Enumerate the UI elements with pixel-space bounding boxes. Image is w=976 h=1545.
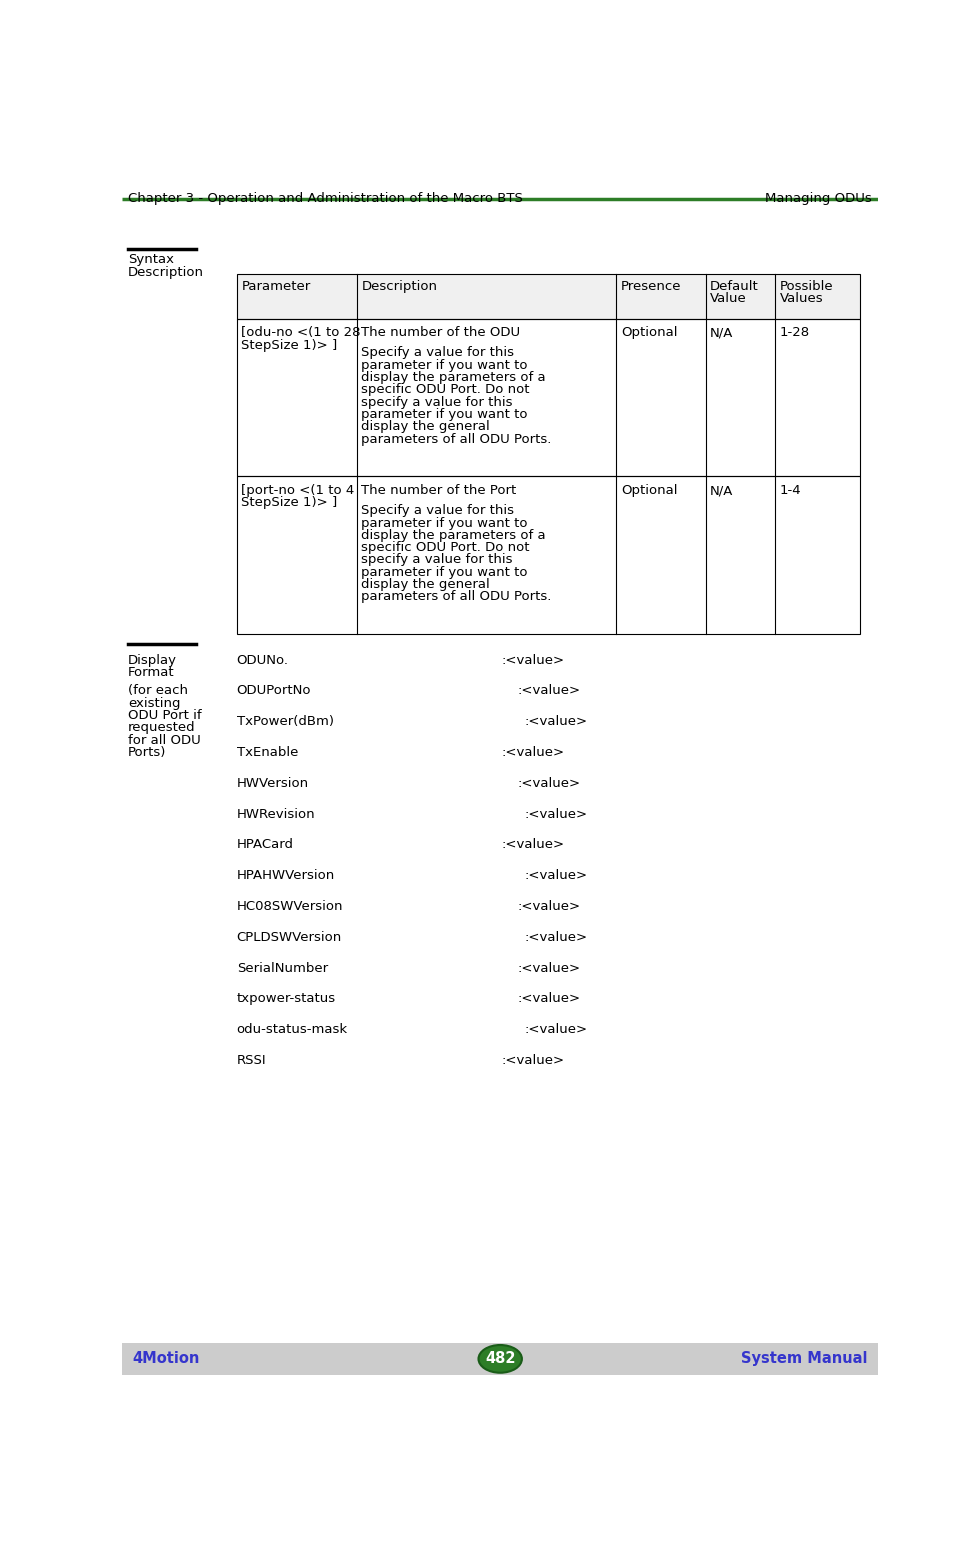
Text: Description: Description xyxy=(361,280,437,294)
Text: specify a value for this: specify a value for this xyxy=(361,553,513,567)
Text: HC08SWVersion: HC08SWVersion xyxy=(237,899,344,913)
Text: Managing ODUs: Managing ODUs xyxy=(765,192,873,204)
Text: Parameter: Parameter xyxy=(241,280,310,294)
Text: Format: Format xyxy=(128,666,175,678)
Text: HPAHWVersion: HPAHWVersion xyxy=(237,870,335,882)
Text: HPACard: HPACard xyxy=(237,839,294,851)
Text: :<value>: :<value> xyxy=(525,808,589,820)
Text: parameter if you want to: parameter if you want to xyxy=(361,516,528,530)
Text: parameter if you want to: parameter if you want to xyxy=(361,358,528,372)
Text: N/A: N/A xyxy=(711,484,734,497)
Text: ODUPortNo: ODUPortNo xyxy=(237,684,311,697)
Text: for all ODU: for all ODU xyxy=(128,734,201,746)
Text: TxEnable: TxEnable xyxy=(237,746,298,759)
Text: [odu-no <(1 to 28: [odu-no <(1 to 28 xyxy=(241,326,361,340)
Text: Value: Value xyxy=(711,292,747,306)
Text: CPLDSWVersion: CPLDSWVersion xyxy=(237,930,342,944)
Text: Optional: Optional xyxy=(621,326,677,340)
Text: display the general: display the general xyxy=(361,420,490,433)
Text: :<value>: :<value> xyxy=(517,899,581,913)
Bar xyxy=(237,476,860,635)
Text: Ports): Ports) xyxy=(128,746,167,759)
Text: display the parameters of a: display the parameters of a xyxy=(361,371,547,385)
Text: Specify a value for this: Specify a value for this xyxy=(361,346,514,360)
Text: :<value>: :<value> xyxy=(525,1023,589,1037)
Text: txpower-status: txpower-status xyxy=(237,992,336,1006)
Text: Default: Default xyxy=(711,280,759,294)
Text: 1-28: 1-28 xyxy=(780,326,810,340)
Text: StepSize 1)> ]: StepSize 1)> ] xyxy=(241,496,338,510)
Text: 1-4: 1-4 xyxy=(780,484,801,497)
Text: specific ODU Port. Do not: specific ODU Port. Do not xyxy=(361,383,530,396)
Text: [port-no <(1 to 4: [port-no <(1 to 4 xyxy=(241,484,354,497)
Text: Specify a value for this: Specify a value for this xyxy=(361,504,514,518)
Text: requested: requested xyxy=(128,722,196,734)
Text: :<value>: :<value> xyxy=(502,654,565,666)
Text: :<value>: :<value> xyxy=(517,777,581,789)
Bar xyxy=(237,318,860,476)
Text: :<value>: :<value> xyxy=(502,1054,565,1068)
Text: The number of the ODU: The number of the ODU xyxy=(361,326,520,340)
Text: StepSize 1)> ]: StepSize 1)> ] xyxy=(241,338,338,352)
Text: display the general: display the general xyxy=(361,578,490,592)
Text: :<value>: :<value> xyxy=(525,870,589,882)
Text: parameter if you want to: parameter if you want to xyxy=(361,408,528,420)
Text: Possible: Possible xyxy=(780,280,834,294)
Text: (for each: (for each xyxy=(128,684,188,697)
Ellipse shape xyxy=(478,1346,522,1374)
Text: existing: existing xyxy=(128,697,181,709)
Text: N/A: N/A xyxy=(711,326,734,340)
Text: :<value>: :<value> xyxy=(517,961,581,975)
Text: specify a value for this: specify a value for this xyxy=(361,396,513,408)
Text: Chapter 3 - Operation and Administration of the Macro BTS: Chapter 3 - Operation and Administration… xyxy=(128,192,523,204)
Text: 482: 482 xyxy=(485,1352,515,1366)
Text: HWRevision: HWRevision xyxy=(237,808,315,820)
Bar xyxy=(237,273,860,318)
Text: 4Motion: 4Motion xyxy=(133,1352,200,1366)
Text: ODUNo.: ODUNo. xyxy=(237,654,289,666)
Text: :<value>: :<value> xyxy=(502,839,565,851)
Text: parameters of all ODU Ports.: parameters of all ODU Ports. xyxy=(361,433,551,445)
Text: :<value>: :<value> xyxy=(525,715,589,728)
Text: Presence: Presence xyxy=(621,280,681,294)
Text: :<value>: :<value> xyxy=(517,992,581,1006)
Text: Optional: Optional xyxy=(621,484,677,497)
Text: ODU Port if: ODU Port if xyxy=(128,709,202,722)
Text: specific ODU Port. Do not: specific ODU Port. Do not xyxy=(361,541,530,555)
Text: display the parameters of a: display the parameters of a xyxy=(361,528,547,542)
Text: The number of the Port: The number of the Port xyxy=(361,484,516,497)
Text: Values: Values xyxy=(780,292,824,306)
Text: parameter if you want to: parameter if you want to xyxy=(361,565,528,579)
Text: :<value>: :<value> xyxy=(525,930,589,944)
Text: Syntax: Syntax xyxy=(128,253,174,266)
Bar xyxy=(122,1343,878,1375)
Text: :<value>: :<value> xyxy=(502,746,565,759)
Text: parameters of all ODU Ports.: parameters of all ODU Ports. xyxy=(361,590,551,604)
Text: System Manual: System Manual xyxy=(741,1352,868,1366)
Text: odu-status-mask: odu-status-mask xyxy=(237,1023,347,1037)
Text: Description: Description xyxy=(128,266,204,280)
Text: Display: Display xyxy=(128,654,178,666)
Text: SerialNumber: SerialNumber xyxy=(237,961,328,975)
Text: :<value>: :<value> xyxy=(517,684,581,697)
Text: HWVersion: HWVersion xyxy=(237,777,308,789)
Text: TxPower(dBm): TxPower(dBm) xyxy=(237,715,334,728)
Text: RSSI: RSSI xyxy=(237,1054,266,1068)
